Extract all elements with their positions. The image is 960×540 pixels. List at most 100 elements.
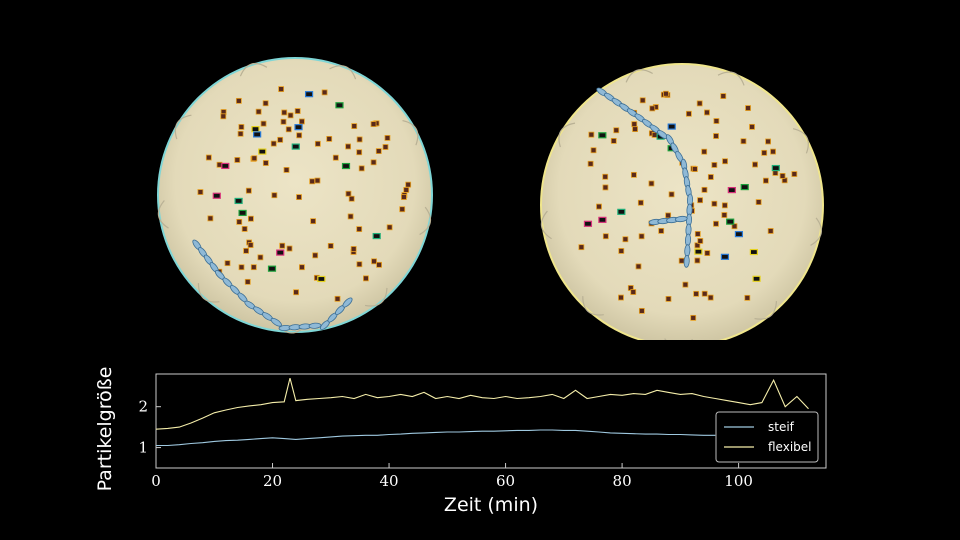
dish-edge-lobe bbox=[157, 200, 169, 229]
strand-segment bbox=[270, 317, 282, 327]
particle bbox=[356, 226, 363, 233]
particle bbox=[224, 260, 231, 267]
particle bbox=[243, 247, 250, 254]
particle bbox=[327, 243, 334, 249]
particle bbox=[376, 261, 382, 268]
strand-segment bbox=[683, 254, 690, 268]
particle bbox=[235, 97, 242, 104]
particle bbox=[251, 155, 258, 162]
particle bbox=[638, 233, 645, 240]
particle bbox=[401, 194, 407, 200]
particle bbox=[765, 138, 771, 145]
particle bbox=[220, 113, 227, 120]
particle-cluster bbox=[598, 132, 607, 139]
particle bbox=[347, 213, 354, 220]
particle bbox=[205, 154, 212, 161]
particle bbox=[713, 220, 719, 227]
particle bbox=[399, 206, 406, 213]
dish-edge-lobe bbox=[810, 217, 822, 246]
particle bbox=[363, 275, 369, 282]
particle bbox=[588, 131, 595, 138]
particle bbox=[299, 264, 305, 271]
particle bbox=[668, 191, 675, 198]
particle bbox=[356, 149, 363, 156]
particle bbox=[350, 246, 357, 252]
particle bbox=[685, 110, 692, 117]
particle-cluster bbox=[740, 183, 749, 191]
particle bbox=[762, 177, 769, 184]
particle bbox=[356, 136, 363, 143]
dish-edge-lobe bbox=[174, 114, 192, 140]
particle bbox=[384, 135, 391, 141]
particle bbox=[382, 144, 389, 150]
particle-cluster bbox=[752, 275, 761, 282]
particle bbox=[693, 290, 700, 297]
particle-cluster bbox=[341, 162, 351, 170]
dish-edge-lobe bbox=[364, 287, 388, 307]
particle-cluster bbox=[317, 275, 326, 283]
particle bbox=[610, 138, 617, 144]
particle bbox=[697, 197, 704, 204]
y-axis-label: Partikelgröße bbox=[94, 367, 116, 492]
legend-box bbox=[715, 411, 819, 463]
particle bbox=[638, 307, 645, 314]
particle-cluster bbox=[583, 220, 593, 227]
x-axis-label: Zeit (min) bbox=[444, 494, 538, 516]
particle-cluster bbox=[267, 265, 277, 272]
particle-cluster bbox=[335, 102, 344, 109]
x-tick-label: 80 bbox=[613, 472, 632, 490]
particle bbox=[283, 167, 290, 173]
particle bbox=[602, 233, 609, 240]
x-tick-label: 0 bbox=[151, 472, 161, 490]
particle-cluster bbox=[304, 91, 314, 98]
particle bbox=[713, 118, 720, 124]
particle bbox=[631, 121, 638, 128]
particle bbox=[241, 226, 248, 232]
particle bbox=[663, 90, 669, 97]
particle bbox=[296, 132, 303, 139]
particle bbox=[358, 165, 365, 172]
dish-edge-lobe bbox=[419, 206, 432, 236]
particle-cluster bbox=[667, 123, 676, 130]
legend-label-steif: steif bbox=[768, 420, 795, 434]
particle bbox=[285, 126, 292, 133]
particle bbox=[618, 294, 624, 301]
strand-segment bbox=[342, 297, 353, 308]
particle bbox=[665, 212, 672, 219]
series-line-steif bbox=[156, 429, 716, 447]
x-tick-label: 20 bbox=[263, 472, 282, 490]
particle bbox=[590, 147, 597, 154]
y-tick-label: 1 bbox=[138, 439, 148, 457]
particle bbox=[637, 199, 644, 206]
particle bbox=[281, 109, 288, 116]
particle bbox=[711, 200, 718, 207]
legend-label-flexibel: flexibel bbox=[768, 440, 812, 454]
particle bbox=[236, 218, 243, 225]
particle bbox=[245, 187, 252, 194]
particle bbox=[701, 186, 708, 193]
dish-edge-lobe bbox=[197, 283, 220, 303]
particle bbox=[345, 190, 352, 197]
particle-cluster bbox=[694, 248, 703, 255]
particle bbox=[294, 108, 301, 114]
particle bbox=[630, 171, 637, 178]
particle bbox=[602, 184, 609, 191]
particle-cluster bbox=[238, 209, 247, 217]
particle-cluster bbox=[221, 162, 230, 170]
particle bbox=[386, 224, 393, 231]
particle bbox=[694, 242, 701, 249]
particle bbox=[298, 118, 305, 125]
particle bbox=[345, 143, 352, 150]
particle bbox=[704, 109, 710, 116]
particle bbox=[375, 148, 382, 154]
particle bbox=[260, 120, 267, 127]
particle bbox=[682, 281, 689, 288]
particle bbox=[697, 238, 704, 244]
particle bbox=[312, 252, 319, 259]
particle bbox=[286, 245, 293, 252]
particle bbox=[370, 121, 377, 128]
particle bbox=[309, 178, 316, 185]
particle bbox=[237, 130, 244, 137]
dish-edge-lobe bbox=[792, 128, 809, 154]
